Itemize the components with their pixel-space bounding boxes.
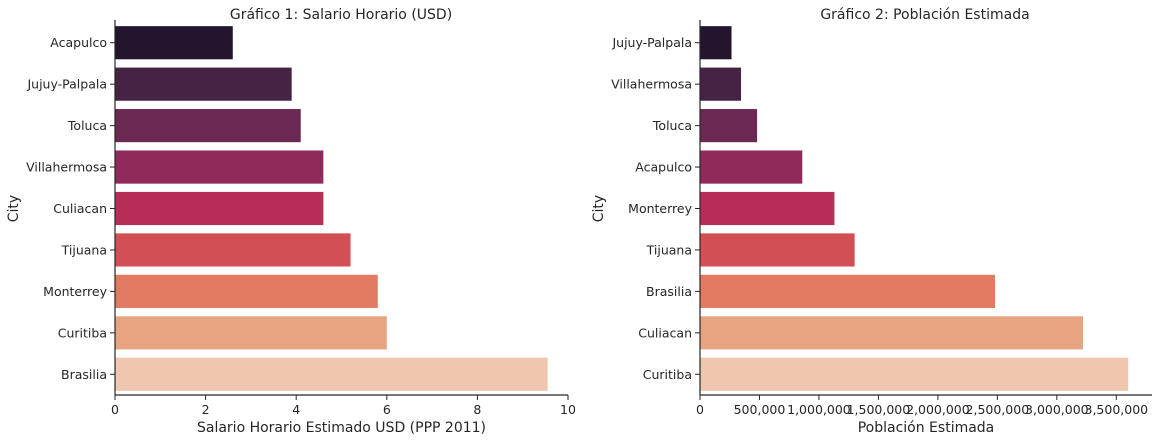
y-axis-label: City: [591, 195, 607, 222]
x-tick-label: 10: [560, 402, 576, 417]
y-tick-label: Toluca: [67, 118, 107, 133]
x-tick-label: 2: [202, 402, 210, 417]
y-tick-label: Brasilia: [646, 284, 692, 299]
bar-monterrey: [700, 191, 835, 226]
y-tick-label: Acapulco: [635, 160, 692, 175]
chart-poblacion-estimada: Gráfico 2: Población Estimada Jujuy-Palpa…: [591, 7, 1152, 436]
y-tick-label: Culiacan: [638, 325, 692, 340]
y-tick-label: Culiacan: [53, 201, 107, 216]
bar-villahermosa: [115, 150, 324, 184]
y-tick-label: Curitiba: [643, 367, 692, 382]
y-tick-label: Curitiba: [58, 325, 107, 340]
x-tick-label: 4: [292, 402, 300, 417]
y-tick-label: Toluca: [652, 118, 692, 133]
bar-tijuana: [700, 233, 855, 267]
x-tick-label: 3,500,000: [1085, 402, 1149, 417]
bar-acapulco: [115, 26, 233, 60]
y-tick-label: Tijuana: [61, 242, 107, 257]
bar-curitiba: [700, 357, 1129, 391]
bar-monterrey: [115, 274, 378, 308]
y-tick-label: Monterrey: [628, 201, 692, 216]
bar-tijuana: [115, 233, 351, 267]
bar-villahermosa: [700, 67, 742, 101]
y-tick-label: Brasilia: [61, 367, 107, 382]
y-tick-label: Villahermosa: [611, 77, 692, 92]
x-tick-label: 2,500,000: [966, 402, 1030, 417]
x-tick-label: 0: [696, 402, 704, 417]
x-tick-label: 8: [473, 402, 481, 417]
y-tick-label: Villahermosa: [26, 160, 107, 175]
bar-toluca: [115, 109, 301, 143]
x-tick-label: 500,000: [734, 402, 786, 417]
y-tick-label: Acapulco: [50, 35, 107, 50]
y-tick-label: Jujuy-Palpala: [611, 35, 692, 50]
bar-brasilia: [700, 274, 995, 308]
bar-jujuy-palpala: [700, 26, 732, 60]
bar-acapulco: [700, 150, 803, 184]
x-tick-label: 0: [111, 402, 119, 417]
x-tick-label: 1,500,000: [847, 402, 911, 417]
y-axis-label: City: [6, 195, 22, 222]
chart-title: Gráfico 2: Población Estimada: [820, 7, 1029, 23]
chart-salario-horario: Gráfico 1: Salario Horario (USD) Acapulco…: [6, 7, 576, 436]
y-tick-label: Tijuana: [646, 242, 692, 257]
y-tick-label: Monterrey: [43, 284, 107, 299]
bar-culiacan: [115, 191, 324, 226]
x-tick-label: 3,000,000: [1025, 402, 1089, 417]
chart-title: Gráfico 1: Salario Horario (USD): [230, 7, 452, 23]
x-axis-label: Población Estimada: [858, 420, 995, 436]
x-tick-label: 6: [383, 402, 391, 417]
x-tick-label: 1,000,000: [787, 402, 851, 417]
bar-jujuy-palpala: [115, 67, 292, 101]
bar-culiacan: [700, 316, 1084, 350]
x-tick-label: 2,000,000: [906, 402, 970, 417]
bar-brasilia: [115, 357, 548, 391]
y-tick-label: Jujuy-Palpala: [26, 77, 107, 92]
bar-toluca: [700, 109, 758, 143]
bar-curitiba: [115, 316, 387, 350]
x-axis-label: Salario Horario Estimado USD (PPP 2011): [197, 420, 486, 436]
